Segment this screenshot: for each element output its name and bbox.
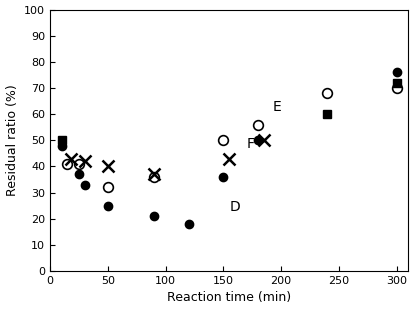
Text: F: F xyxy=(246,137,254,151)
Y-axis label: Residual ratio (%): Residual ratio (%) xyxy=(5,84,19,196)
Text: D: D xyxy=(228,200,239,214)
X-axis label: Reaction time (min): Reaction time (min) xyxy=(167,291,290,304)
Text: E: E xyxy=(273,100,281,114)
